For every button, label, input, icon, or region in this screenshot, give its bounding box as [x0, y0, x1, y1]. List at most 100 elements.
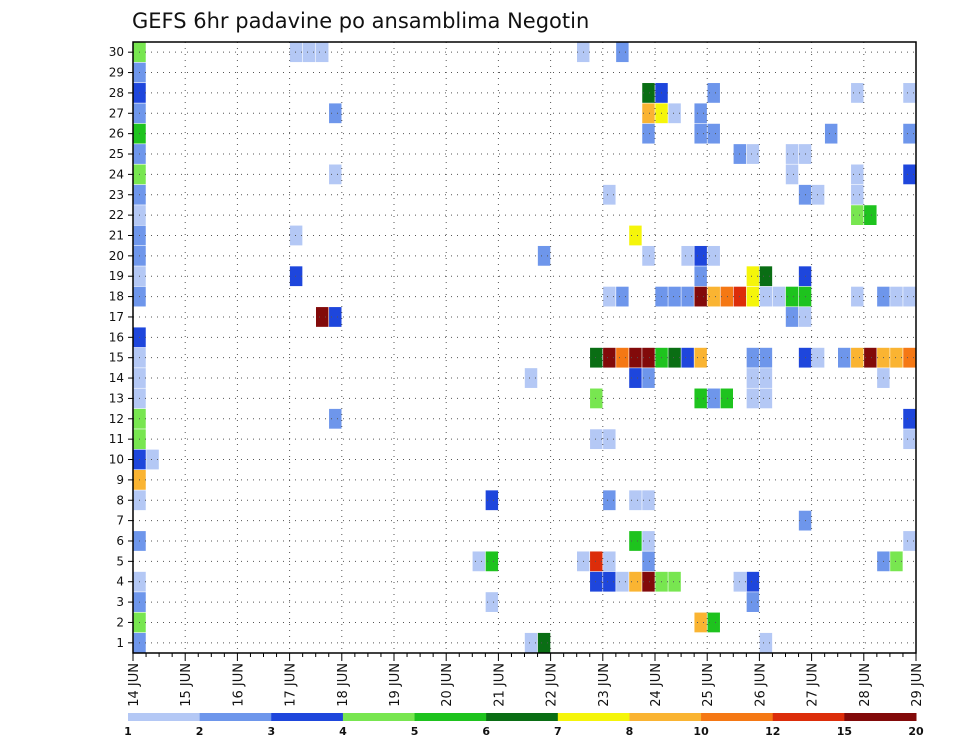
colorbar-label: 7	[554, 725, 562, 738]
x-tick-label: 29 JUN	[910, 663, 925, 707]
y-tick-label: 3	[116, 595, 124, 609]
x-tick-label: 23 JUN	[597, 663, 612, 707]
heatmap-cell	[851, 164, 864, 185]
y-tick-label: 2	[116, 615, 124, 629]
heatmap-cell	[642, 245, 655, 266]
heatmap-cell	[629, 531, 642, 551]
y-tick-label: 9	[116, 473, 124, 487]
heatmap-cell	[772, 286, 786, 307]
y-axis: 1234567891011121314151617181920212223242…	[109, 45, 133, 650]
heatmap-cell	[485, 592, 499, 612]
y-tick-label: 1	[116, 636, 124, 650]
heatmap-cell	[629, 571, 642, 592]
colorbar-swatch	[772, 713, 845, 721]
y-tick-label: 21	[109, 228, 124, 242]
y-tick-label: 28	[109, 86, 124, 100]
heatmap-cell	[329, 307, 342, 327]
heatmap-cell	[642, 123, 655, 144]
heatmap-cell	[668, 347, 681, 368]
heatmap-cell	[903, 408, 916, 429]
heatmap-cell	[903, 531, 916, 551]
heatmap-cell	[472, 551, 486, 572]
chart-title: GEFS 6hr padavine po ansamblima Negotin	[132, 9, 589, 33]
heatmap-cell	[785, 144, 799, 164]
heatmap-cell	[642, 551, 655, 572]
heatmap-cell	[785, 307, 799, 327]
heatmap-cell	[707, 286, 720, 307]
x-tick-label: 17 JUN	[284, 663, 299, 707]
heatmap-cell	[329, 103, 342, 124]
heatmap-cell	[759, 632, 773, 653]
colorbar-swatch	[342, 713, 416, 721]
colorbar-label: 5	[411, 725, 419, 738]
heatmap-cell	[302, 42, 316, 63]
heatmap-cell	[903, 347, 916, 368]
colorbar-label: 20	[908, 725, 924, 738]
y-tick-label: 30	[109, 45, 124, 59]
heatmap-cell	[485, 490, 499, 511]
heatmap-cell	[890, 347, 903, 368]
colorbar-label: 8	[626, 725, 634, 738]
heatmap-cell	[759, 368, 773, 388]
plot-frame	[132, 41, 917, 654]
heatmap-cell	[707, 612, 720, 633]
y-tick-label: 25	[109, 147, 124, 161]
colorbar-label: 3	[267, 725, 275, 738]
heatmap-cell	[329, 408, 342, 429]
heatmap-cell	[629, 225, 642, 246]
y-tick-label: 29	[109, 66, 124, 80]
x-tick-label: 18 JUN	[336, 663, 351, 707]
y-tick-label: 18	[109, 290, 124, 304]
y-tick-label: 15	[109, 351, 124, 365]
colorbar-swatch	[414, 713, 487, 721]
heatmap-cell	[694, 103, 707, 124]
heatmap-cell	[707, 245, 720, 266]
heatmap-cell	[629, 347, 642, 368]
colorbar-swatch	[128, 713, 201, 721]
heatmap-cell	[746, 592, 760, 612]
heatmap-cell	[642, 347, 655, 368]
heatmap-cell	[642, 490, 655, 511]
heatmap-cell	[629, 490, 642, 511]
y-tick-label: 27	[109, 106, 124, 120]
colorbar-label: 15	[837, 725, 852, 738]
y-tick-label: 8	[116, 493, 124, 507]
heatmap-cell	[537, 245, 551, 266]
heatmap-cell	[824, 123, 838, 144]
heatmap-cell	[759, 388, 773, 409]
heatmap-cell	[289, 42, 303, 63]
heatmap-cell	[603, 551, 616, 572]
y-tick-label: 10	[109, 453, 124, 467]
y-tick-label: 5	[116, 554, 124, 568]
heatmap-cell	[851, 286, 864, 307]
heatmap-cell	[720, 286, 733, 307]
heatmap-cell	[694, 388, 707, 409]
y-tick-label: 17	[109, 310, 124, 324]
heatmap-cell	[668, 286, 681, 307]
heatmap-cell	[668, 571, 681, 592]
heatmap-cell	[759, 286, 773, 307]
x-tick-label: 21 JUN	[492, 663, 507, 707]
heatmap-cell	[642, 83, 655, 103]
heatmap-cell	[785, 286, 799, 307]
x-tick-label: 16 JUN	[231, 663, 246, 707]
heatmap-cell	[851, 184, 864, 205]
heatmap-cell	[746, 266, 760, 287]
heatmap-cell	[590, 571, 603, 592]
heatmap-cell	[642, 103, 655, 124]
heatmap-cell	[681, 347, 694, 368]
colorbar-swatch	[271, 713, 344, 721]
heatmap-cell	[681, 286, 694, 307]
x-tick-label: 15 JUN	[179, 663, 194, 707]
heatmap-cell	[694, 245, 707, 266]
heatmap-cell	[890, 286, 903, 307]
heatmap-cell	[811, 347, 825, 368]
heatmap-cell	[838, 347, 851, 368]
colorbar-label: 6	[482, 725, 490, 738]
heatmap-cell	[316, 307, 329, 327]
heatmap-cell	[694, 266, 707, 287]
heatmap-cell	[707, 388, 720, 409]
heatmap-cell	[903, 429, 916, 450]
heatmap-cell	[603, 429, 616, 450]
